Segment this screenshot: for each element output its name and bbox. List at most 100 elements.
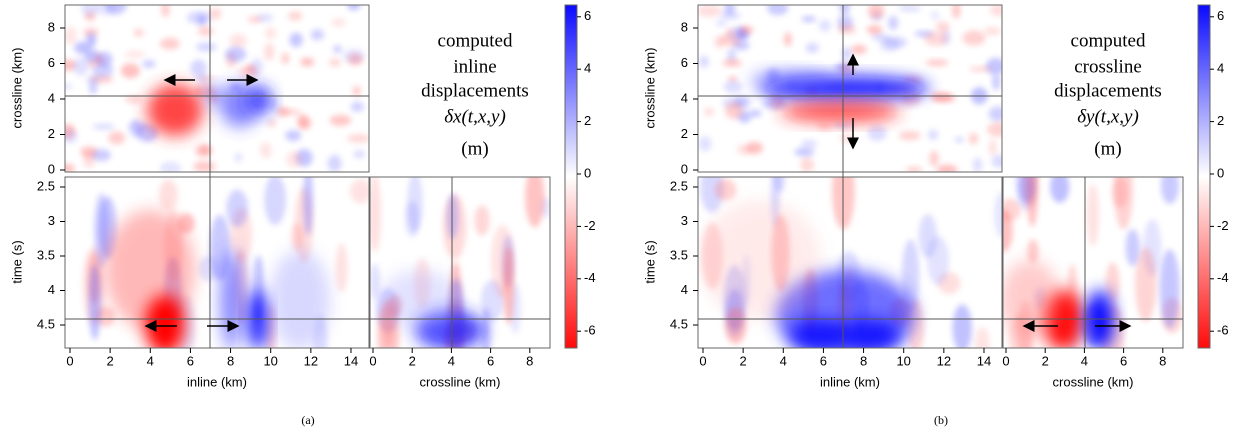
colorbar-tick-label: -4 bbox=[1217, 270, 1229, 285]
anomaly bbox=[248, 86, 272, 114]
anomaly bbox=[205, 85, 225, 105]
x-tick-label: 12 bbox=[937, 353, 951, 368]
noise bbox=[936, 164, 958, 172]
colorbar-tick-label: 0 bbox=[584, 165, 591, 180]
noise bbox=[801, 139, 818, 148]
noise bbox=[65, 163, 76, 172]
x-tick-label: 2 bbox=[107, 353, 114, 368]
noise bbox=[800, 157, 815, 172]
noise bbox=[158, 179, 178, 211]
colorbar-tick-label: 2 bbox=[584, 113, 591, 128]
panel: 0 2 4 6 8 10 12 14 inline (km) 0 0 2 2 4 4 6 6 8 8 crosslin… bbox=[9, 4, 596, 427]
plot-frame bbox=[64, 4, 370, 173]
x-tick-label: 10 bbox=[263, 353, 277, 368]
noise bbox=[801, 16, 817, 23]
noise bbox=[952, 304, 972, 348]
x-tick-label: 2 bbox=[1042, 353, 1049, 368]
colorbar-tick-label: 0 bbox=[1217, 165, 1224, 180]
noise bbox=[88, 81, 98, 95]
noise bbox=[124, 50, 146, 59]
noise bbox=[924, 32, 948, 46]
noise bbox=[125, 95, 143, 104]
annotation: δx(t,x,y) bbox=[444, 106, 506, 127]
y-tick-label: 2.5 bbox=[670, 178, 688, 193]
noise bbox=[704, 107, 714, 117]
noise bbox=[83, 151, 96, 168]
noise bbox=[817, 122, 832, 131]
noise bbox=[719, 11, 741, 21]
noise bbox=[200, 143, 210, 156]
noise bbox=[108, 131, 126, 145]
y-axis-label: crossline (km) bbox=[9, 48, 24, 129]
noise bbox=[714, 178, 737, 201]
x-tick-label: 10 bbox=[896, 353, 910, 368]
colorbar-tick-label: -2 bbox=[584, 218, 596, 233]
noise bbox=[737, 144, 753, 155]
noise bbox=[161, 5, 170, 18]
y-tick-label: 3.5 bbox=[37, 247, 55, 262]
noise bbox=[930, 10, 940, 20]
noise bbox=[234, 152, 243, 163]
noise bbox=[264, 177, 287, 225]
x-tick-label: 6 bbox=[187, 353, 194, 368]
noise bbox=[187, 11, 211, 24]
annotation: displacements bbox=[421, 80, 529, 101]
noise bbox=[723, 80, 743, 93]
annotation: computed bbox=[438, 30, 513, 51]
noise bbox=[370, 263, 381, 299]
noise bbox=[370, 177, 381, 253]
y-tick-label: 4 bbox=[48, 282, 55, 297]
noise bbox=[839, 5, 850, 15]
colorbar-tick-label: 6 bbox=[1217, 8, 1224, 23]
heatmap bbox=[698, 5, 1002, 172]
noise bbox=[327, 154, 342, 172]
noise bbox=[342, 48, 365, 63]
noise bbox=[1105, 262, 1120, 304]
x-tick-label: 12 bbox=[304, 353, 318, 368]
noise bbox=[927, 129, 939, 141]
y-tick-label: 0 bbox=[681, 161, 688, 176]
noise bbox=[289, 32, 303, 48]
noise bbox=[952, 5, 961, 19]
y-tick-label: 4.5 bbox=[37, 316, 55, 331]
noise bbox=[969, 66, 993, 73]
noise bbox=[805, 42, 820, 54]
noise bbox=[265, 26, 277, 40]
noise bbox=[287, 11, 303, 21]
x-axis-label: crossline (km) bbox=[1053, 374, 1134, 389]
noise bbox=[285, 130, 302, 142]
noise bbox=[898, 130, 921, 141]
noise bbox=[335, 243, 348, 293]
anomaly bbox=[750, 70, 830, 90]
annotation: (m) bbox=[461, 138, 488, 159]
y-tick-label: 4 bbox=[681, 282, 688, 297]
noise bbox=[303, 177, 314, 236]
noise bbox=[503, 246, 515, 325]
noise bbox=[329, 58, 342, 67]
noise bbox=[84, 11, 96, 22]
colorbar-tick-label: -4 bbox=[584, 270, 596, 285]
y-tick-label: 6 bbox=[681, 55, 688, 70]
x-tick-label: 8 bbox=[526, 353, 533, 368]
noise bbox=[352, 85, 361, 97]
noise bbox=[407, 177, 423, 233]
anomaly bbox=[700, 200, 820, 320]
anomaly bbox=[220, 250, 244, 348]
colorbar-tick-label: 4 bbox=[584, 61, 591, 76]
noise bbox=[1135, 247, 1157, 322]
noise bbox=[867, 125, 887, 141]
noise bbox=[268, 118, 277, 128]
noise bbox=[128, 120, 148, 132]
x-tick-label: 4 bbox=[448, 353, 455, 368]
noise bbox=[992, 74, 1001, 91]
noise bbox=[739, 25, 754, 35]
y-axis-label: time (s) bbox=[642, 240, 657, 283]
y-tick-label: 8 bbox=[681, 19, 688, 34]
noise bbox=[1027, 239, 1039, 264]
noise bbox=[296, 113, 308, 129]
noise bbox=[87, 60, 97, 68]
annotation: computed bbox=[1071, 30, 1146, 51]
x-tick-label: 2 bbox=[740, 353, 747, 368]
anomaly bbox=[780, 102, 900, 122]
y-tick-label: 8 bbox=[48, 19, 55, 34]
